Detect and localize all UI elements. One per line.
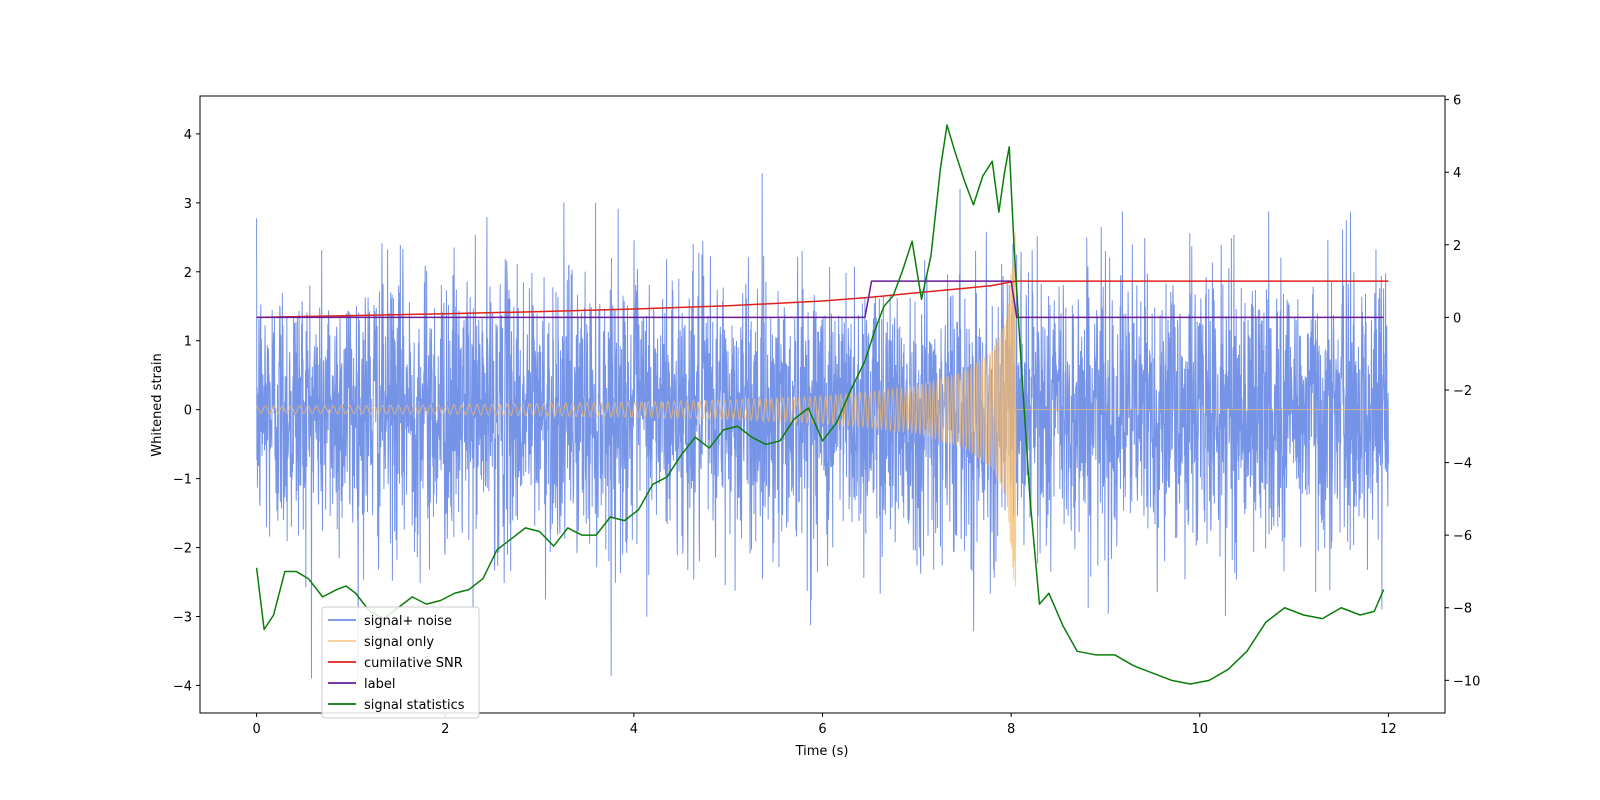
y2-tick-label: 4 — [1453, 166, 1461, 181]
y-tick-label: 1 — [184, 335, 192, 350]
y2-tick-label: −4 — [1453, 457, 1472, 472]
x-tick-label: 4 — [630, 722, 638, 737]
x-tick-label: 2 — [441, 722, 449, 737]
series-signal-only-line — [256, 232, 1389, 587]
right-axis-series — [255, 124, 1389, 685]
legend-label: cumilative SNR — [364, 656, 463, 671]
y-tick-label: 2 — [184, 266, 192, 281]
left-axis-series — [256, 173, 1389, 679]
y2-tick-label: 2 — [1453, 239, 1461, 254]
y2-tick-label: −8 — [1453, 602, 1472, 617]
y-axis-right: −10 −8 −6 −4 −2 0 2 4 6 — [1445, 94, 1480, 689]
legend: signal+ noise signal only cumilative SNR la… — [321, 606, 480, 719]
x-tick-label: 0 — [252, 722, 260, 737]
y-tick-label: −3 — [173, 610, 192, 625]
x-axis: 0 2 4 6 8 10 12 — [252, 713, 1397, 737]
y-axis-left: −4 −3 −2 −1 0 1 2 3 4 — [173, 128, 200, 694]
legend-box — [321, 606, 480, 719]
legend-label: signal only — [364, 635, 434, 650]
series-cumulative-snr-line — [256, 280, 1389, 319]
x-axis-label: Time (s) — [795, 744, 849, 759]
y2-tick-label: −6 — [1453, 529, 1472, 544]
legend-label: signal statistics — [364, 698, 465, 713]
legend-label: label — [364, 677, 395, 692]
y2-tick-label: −10 — [1453, 674, 1480, 689]
y-tick-label: −1 — [173, 473, 192, 488]
y-tick-label: 3 — [184, 197, 192, 212]
x-tick-label: 12 — [1380, 722, 1397, 737]
y2-tick-label: 6 — [1453, 94, 1461, 109]
y2-tick-label: 0 — [1453, 311, 1461, 326]
y-axis-label: Whitened strain — [150, 353, 165, 456]
x-tick-label: 10 — [1191, 722, 1208, 737]
x-tick-label: 8 — [1007, 722, 1015, 737]
y-tick-label: −2 — [173, 542, 192, 557]
y-tick-label: −4 — [173, 679, 192, 694]
legend-label: signal+ noise — [364, 614, 452, 629]
x-tick-label: 6 — [818, 722, 826, 737]
series-label-line — [256, 280, 1384, 319]
y-tick-label: 0 — [184, 404, 192, 419]
y2-tick-label: −2 — [1453, 384, 1472, 399]
series-signal-statistics-line — [255, 124, 1385, 685]
y-tick-label: 4 — [184, 128, 192, 143]
series-signal-noise-line — [256, 173, 1389, 679]
